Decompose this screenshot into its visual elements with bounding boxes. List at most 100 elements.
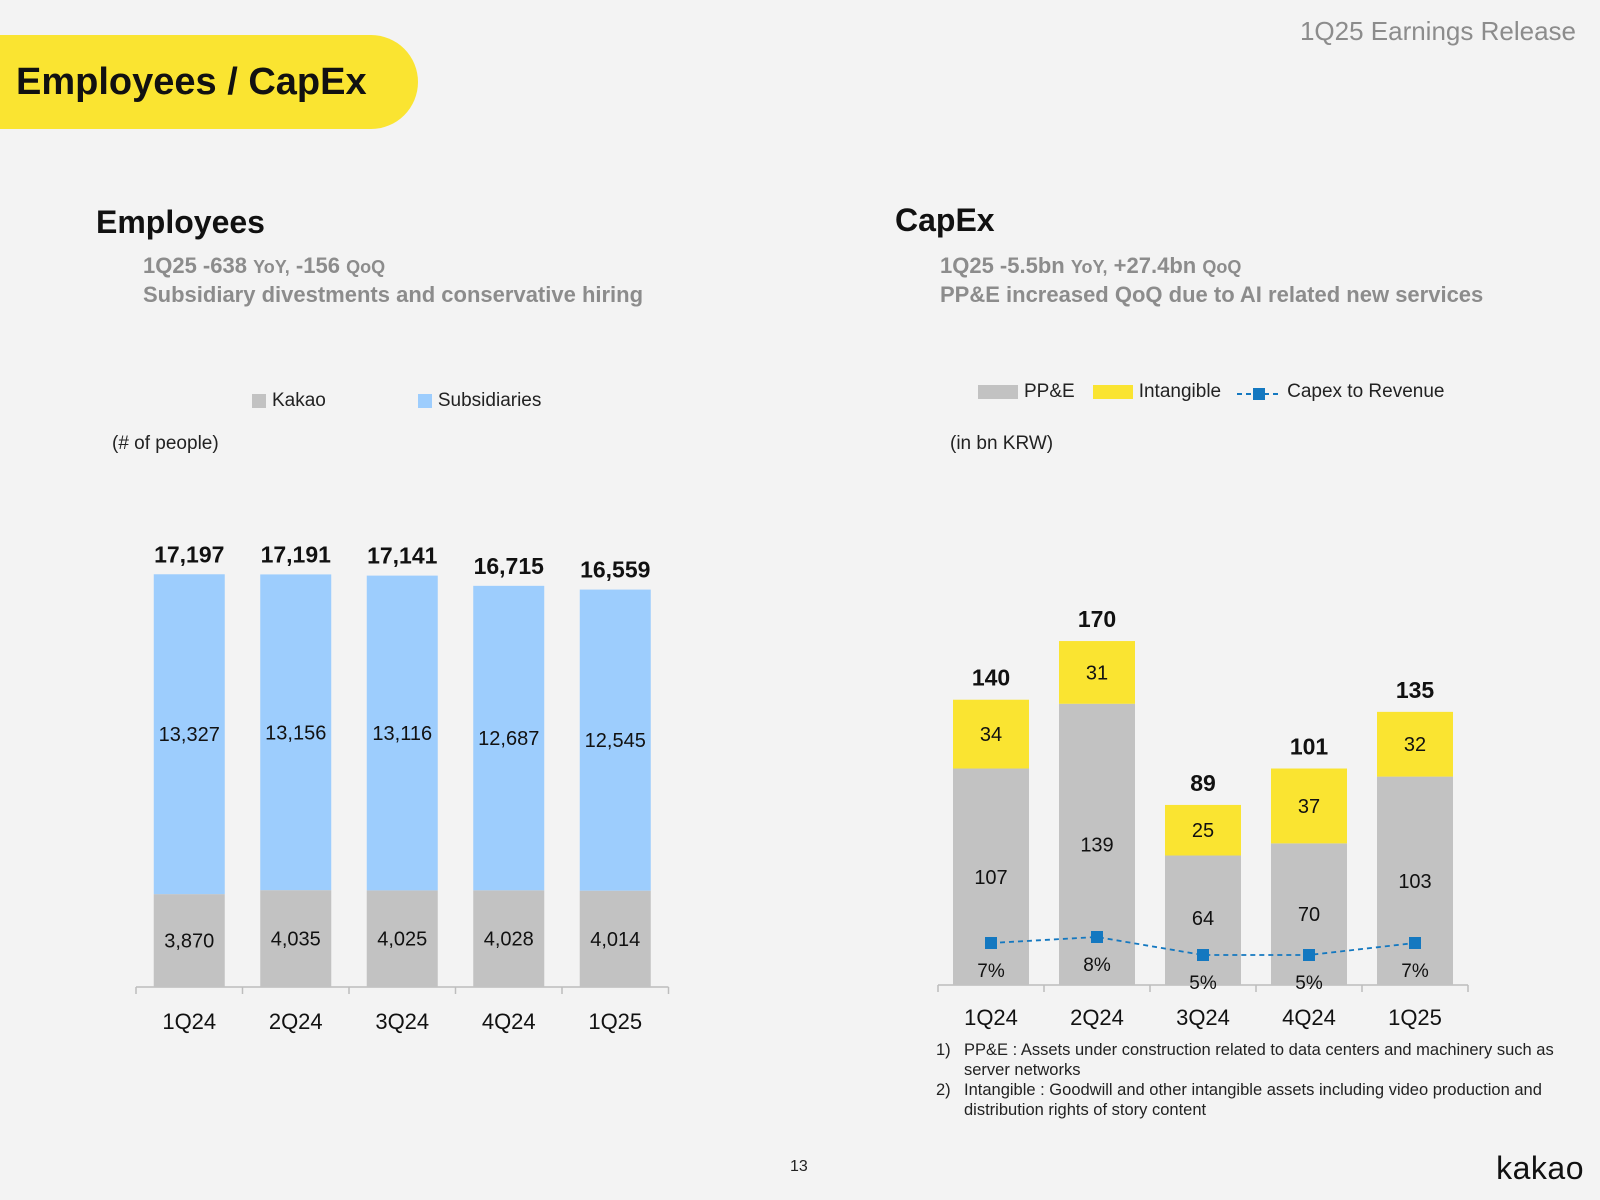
legend-label-capex-ratio: Capex to Revenue <box>1287 381 1445 402</box>
employees-total-label: 17,141 <box>367 543 438 569</box>
employees-value-label-subsidiaries: 13,156 <box>265 722 326 744</box>
capex-category-label: 2Q24 <box>1070 1005 1124 1030</box>
capex-bar-ppe <box>1271 843 1347 985</box>
capex-value-label-ppe: 103 <box>1398 871 1431 893</box>
footnote-1-number: 1) <box>936 1041 951 1059</box>
employees-total-label: 17,197 <box>154 541 224 567</box>
capex-total-label: 170 <box>1078 606 1116 632</box>
employees-bar-kakao <box>153 894 225 987</box>
capex-comment: PP&E increased QoQ due to AI related new… <box>940 282 1484 307</box>
employees-legend: Kakao Subsidiaries <box>252 390 541 412</box>
capex-title: CapEx <box>895 202 995 238</box>
capex-total-label: 140 <box>972 665 1010 691</box>
employees-value-label-kakao: 4,025 <box>377 929 427 951</box>
legend-label-subsidiaries: Subsidiaries <box>437 390 542 411</box>
footnote-1: 1) PP&E : Assets under construction rela… <box>936 1040 1576 1080</box>
capex-category-label: 3Q24 <box>1176 1005 1230 1030</box>
employees-bar-kakao <box>260 890 332 987</box>
legend-swatch-kakao <box>252 394 266 408</box>
capex-ratio-label: 5% <box>1189 973 1217 994</box>
capex-bar-ppe <box>1165 855 1241 985</box>
capex-value-label-ppe: 64 <box>1192 908 1214 930</box>
employees-unit: (# of people) <box>112 433 219 454</box>
employees-total-label: 16,715 <box>474 553 545 579</box>
capex-bar-intangible <box>1059 641 1135 704</box>
employees-bar-subsidiaries <box>579 589 651 891</box>
legend-swatch-capex-ratio <box>1237 385 1282 400</box>
capex-total-label: 89 <box>1190 770 1216 796</box>
capex-value-label-intangible: 31 <box>1086 662 1108 684</box>
page-title: Employees / CapEx <box>0 35 418 129</box>
capex-subtitle: 1Q25 -5.5bn YoY, +27.4bn QoQ PP&E increa… <box>940 252 1483 308</box>
employees-change-line: 1Q25 -638 YoY, -156 QoQ <box>143 252 643 281</box>
employees-value-label-kakao: 4,028 <box>484 929 534 951</box>
employees-category-label: 1Q24 <box>162 1009 216 1034</box>
capex-ratio-legend-icon <box>1237 388 1282 400</box>
legend-swatch-subsidiaries <box>417 394 432 408</box>
employees-category-label: 4Q24 <box>482 1009 536 1034</box>
legend-swatch-intangible <box>1092 385 1133 399</box>
capex-qoq-label: QoQ <box>1202 257 1242 277</box>
capex-category-label: 4Q24 <box>1282 1005 1336 1030</box>
capex-ratio-point <box>1303 949 1315 961</box>
employees-qoq-label: QoQ <box>346 257 386 277</box>
employees-bar-subsidiaries <box>153 574 225 895</box>
footnote-1-text: PP&E : Assets under construction related… <box>964 1041 1554 1079</box>
capex-value-label-ppe: 139 <box>1080 834 1113 856</box>
capex-total-label: 101 <box>1290 734 1329 760</box>
employees-value-label-kakao: 4,014 <box>590 929 640 951</box>
employees-bar-subsidiaries <box>366 575 438 891</box>
capex-category-label: 1Q25 <box>1388 1005 1442 1030</box>
capex-legend: PP&E Intangible Capex to Revenue <box>978 381 1445 403</box>
footnote-2-text: Intangible : Goodwill and other intangib… <box>964 1081 1542 1119</box>
page-number: 13 <box>790 1158 808 1175</box>
employees-value-label-subsidiaries: 12,545 <box>585 730 646 752</box>
capex-ratio-label: 7% <box>977 961 1005 982</box>
kakao-logo: kakao <box>1496 1150 1584 1186</box>
employees-yoy-label: YoY, <box>253 257 290 277</box>
capex-ratio-label: 8% <box>1083 955 1111 976</box>
employees-title: Employees <box>96 204 265 240</box>
employees-category-label: 1Q25 <box>588 1009 642 1034</box>
capex-change-line: 1Q25 -5.5bn YoY, +27.4bn QoQ <box>940 252 1483 281</box>
capex-bar-intangible <box>953 699 1029 769</box>
capex-yoy-label: YoY, <box>1070 257 1108 277</box>
capex-value-label-ppe: 107 <box>974 867 1007 889</box>
capex-unit: (in bn KRW) <box>950 433 1054 454</box>
capex-bar-ppe <box>1377 776 1453 985</box>
employees-value-label-subsidiaries: 12,687 <box>478 728 539 750</box>
footnotes: 1) PP&E : Assets under construction rela… <box>936 1040 1576 1120</box>
footnote-2-number: 2) <box>936 1081 951 1099</box>
capex-value-label-intangible: 37 <box>1298 796 1320 818</box>
capex-value-label-intangible: 32 <box>1404 734 1426 756</box>
employees-value-label-subsidiaries: 13,327 <box>159 724 220 746</box>
employees-bar-subsidiaries <box>260 574 332 891</box>
employees-value-label-kakao: 4,035 <box>271 929 321 951</box>
capex-yoy-value: 1Q25 -5.5bn <box>940 253 1065 278</box>
employees-category-label: 2Q24 <box>269 1009 323 1034</box>
capex-value-label-intangible: 25 <box>1192 820 1214 842</box>
employees-qoq-value: -156 <box>295 253 340 278</box>
capex-value-label-ppe: 70 <box>1298 904 1320 926</box>
capex-ratio-label: 7% <box>1401 961 1429 982</box>
legend-swatch-ppe <box>978 385 1018 399</box>
capex-bar-intangible <box>1165 804 1241 856</box>
employees-total-label: 17,191 <box>261 541 332 567</box>
employees-category-label: 3Q24 <box>375 1009 429 1034</box>
report-title: 1Q25 Earnings Release <box>1299 16 1576 46</box>
footnote-2: 2) Intangible : Goodwill and other intan… <box>936 1080 1576 1120</box>
capex-ratio-point <box>1409 937 1421 949</box>
capex-qoq-value: +27.4bn <box>1113 253 1197 278</box>
employees-bar-kakao <box>473 890 545 987</box>
employees-bar-kakao <box>366 890 438 987</box>
employees-bar-subsidiaries <box>473 585 545 891</box>
capex-ratio-point <box>1091 931 1103 943</box>
legend-label-ppe: PP&E <box>1024 381 1075 402</box>
employees-bar-kakao <box>579 890 651 987</box>
employees-total-label: 16,559 <box>580 557 650 583</box>
employees-yoy-value: 1Q25 -638 <box>143 253 247 278</box>
capex-total-label: 135 <box>1396 677 1435 703</box>
capex-bar-intangible <box>1377 711 1453 777</box>
capex-ratio-line <box>990 936 1416 956</box>
